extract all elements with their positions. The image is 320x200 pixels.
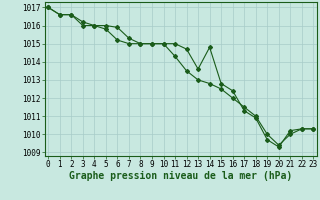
- X-axis label: Graphe pression niveau de la mer (hPa): Graphe pression niveau de la mer (hPa): [69, 171, 292, 181]
